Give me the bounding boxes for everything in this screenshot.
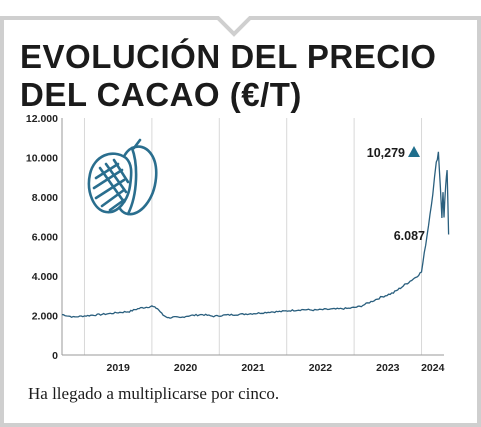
chart-caption: Ha llegado a multiplicarse por cinco.	[28, 384, 280, 403]
cacao-pod-icon	[87, 138, 158, 216]
y-tick-label: 8.000	[32, 192, 58, 204]
peak-value-label: 10,279	[367, 146, 405, 160]
series-line	[61, 151, 450, 319]
y-tick-label: 10.000	[26, 153, 58, 165]
y-tick-label: 6.000	[32, 232, 58, 244]
y-tick-label: 4.000	[32, 271, 58, 283]
peak-triangle-marker	[408, 145, 420, 157]
x-tick-label: 2019	[106, 362, 130, 374]
x-tick-label: 2022	[309, 362, 333, 374]
y-tick-label: 2.000	[32, 311, 58, 323]
y-tick-label: 12.000	[26, 113, 58, 125]
grid-lines	[61, 118, 444, 356]
y-axis-ticks: 0 2.000 4.000 6.000 8.000 10.000 12.000	[26, 113, 58, 362]
mid-value-label: 6.087	[394, 229, 425, 243]
x-axis-ticks: 2019 2020 2021 2022 2023 2024	[106, 362, 444, 374]
y-tick-label: 0	[52, 350, 58, 362]
x-tick-label: 2021	[241, 362, 265, 374]
annotations: 10,279 6.087	[367, 145, 425, 243]
chart-title-line1: EVOLUCIÓN DEL PRECIO	[20, 38, 437, 75]
x-tick-label: 2024	[421, 362, 445, 374]
x-tick-label: 2023	[376, 362, 400, 374]
card-border	[0, 16, 481, 427]
chart-title-line2: DEL CACAO (€/T)	[20, 76, 302, 113]
x-tick-label: 2020	[174, 362, 198, 374]
